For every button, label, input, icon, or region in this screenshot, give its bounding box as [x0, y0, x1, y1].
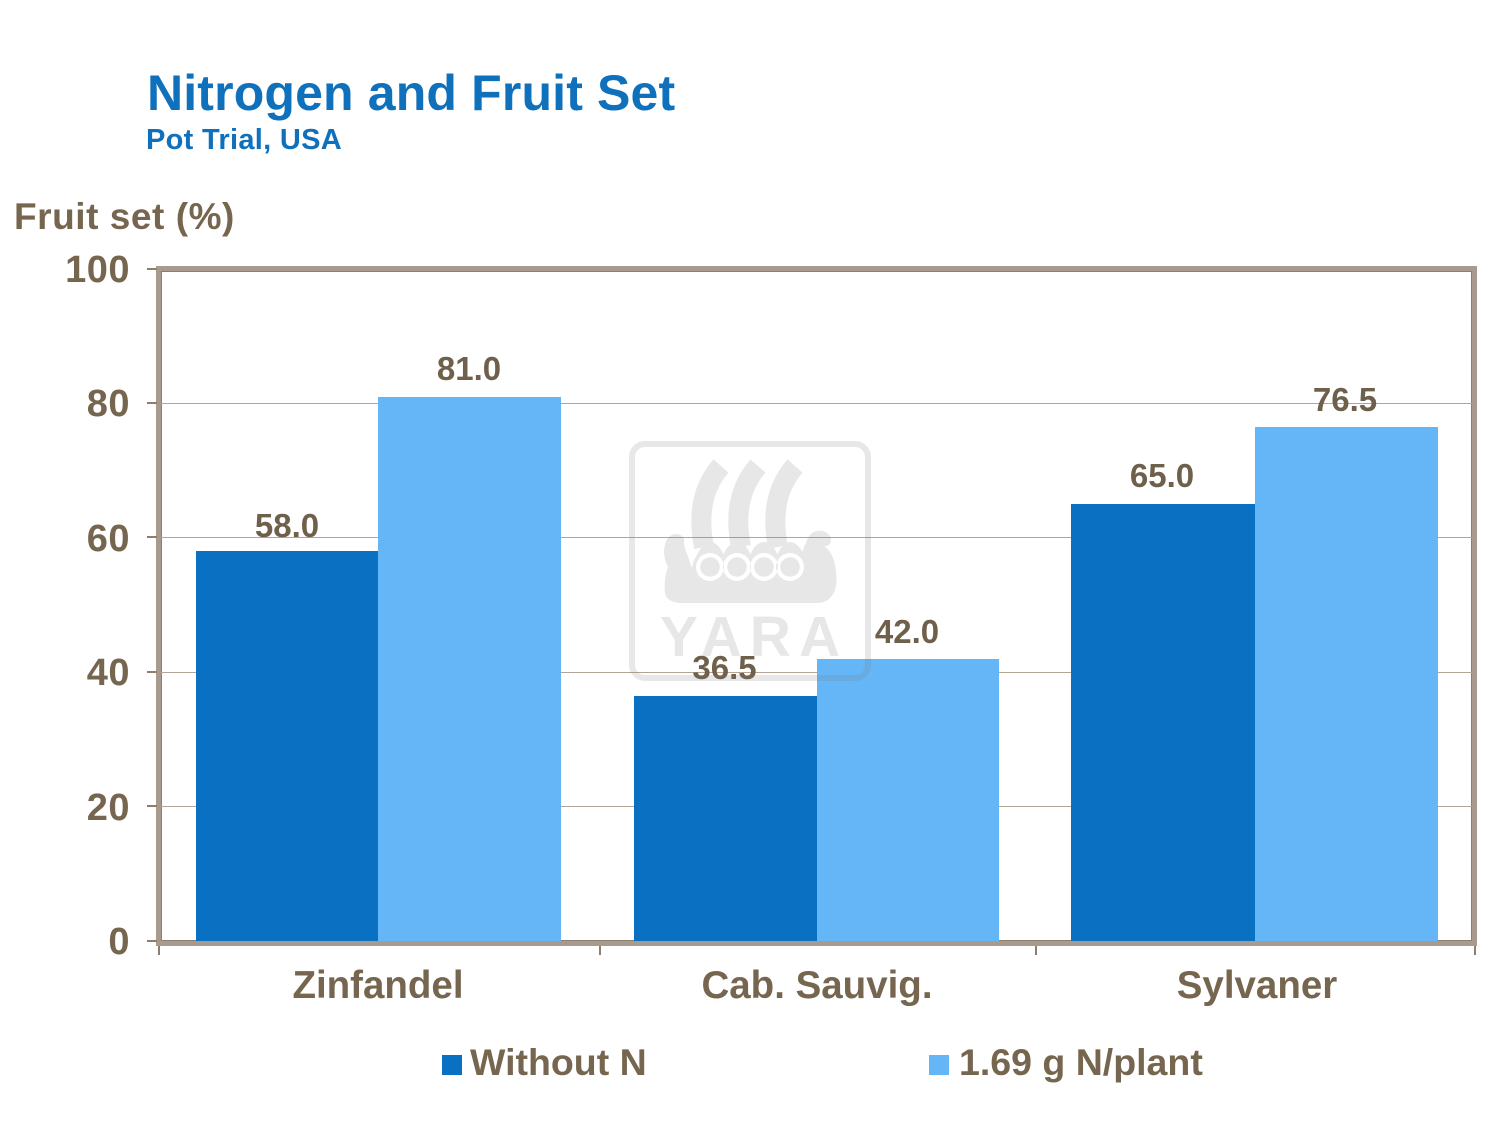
svg-text:YARA: YARA	[660, 605, 848, 669]
